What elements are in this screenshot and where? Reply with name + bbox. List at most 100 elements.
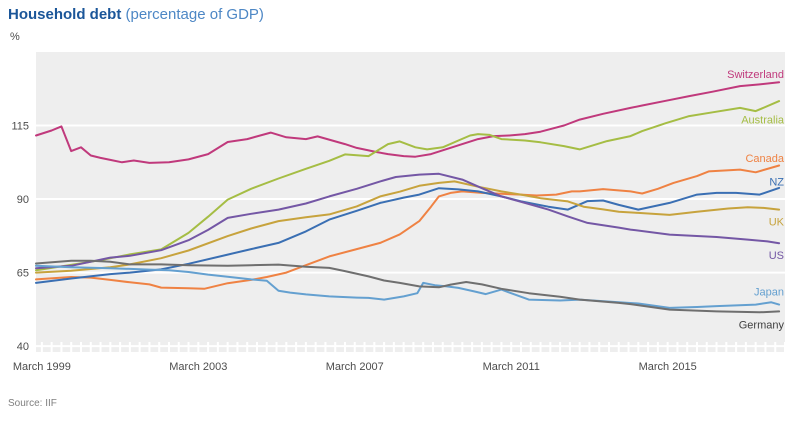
series-line-canada: [35, 164, 781, 290]
x-minor-tick: [686, 342, 689, 352]
x-minor-tick: [295, 342, 298, 352]
x-minor-tick: [197, 342, 200, 352]
x-minor-tick: [60, 342, 63, 352]
x-minor-tick: [334, 342, 337, 352]
x-minor-tick: [216, 342, 219, 352]
x-minor-tick: [99, 342, 102, 352]
x-minor-tick: [490, 342, 493, 352]
x-tick-label: March 2015: [639, 361, 697, 373]
x-minor-tick: [265, 342, 268, 352]
x-minor-tick: [676, 342, 679, 352]
x-minor-tick: [754, 342, 757, 352]
x-minor-tick: [461, 342, 464, 352]
x-minor-tick: [784, 342, 786, 352]
x-minor-tick: [480, 342, 483, 352]
x-minor-tick: [568, 342, 571, 352]
x-minor-tick: [695, 342, 698, 352]
x-minor-tick: [656, 342, 659, 352]
x-minor-tick: [353, 342, 356, 352]
series-label-canada: Canada: [745, 153, 784, 165]
x-minor-tick: [363, 342, 366, 352]
x-minor-tick: [598, 342, 601, 352]
series-line-us: [35, 172, 781, 270]
x-minor-tick: [617, 342, 620, 352]
x-minor-tick: [128, 342, 131, 352]
x-minor-tick: [40, 342, 43, 352]
series-line-germany: [35, 259, 781, 314]
x-minor-tick: [666, 342, 669, 352]
x-minor-tick: [148, 342, 151, 352]
x-minor-tick: [715, 342, 718, 352]
x-minor-tick: [451, 342, 454, 352]
series-label-nz: NZ: [769, 176, 784, 188]
series-label-japan: Japan: [754, 287, 784, 299]
x-minor-tick: [109, 342, 112, 352]
series-label-australia: Australia: [741, 115, 785, 127]
x-minor-tick: [226, 342, 229, 352]
x-minor-tick: [392, 342, 395, 352]
series-line-nz: [35, 186, 781, 284]
series-line-japan: [35, 264, 781, 309]
x-minor-tick: [304, 342, 307, 352]
y-tick-label: 115: [11, 121, 29, 133]
y-tick-label: 90: [17, 194, 29, 206]
chart-title-main: Household debt: [8, 6, 122, 23]
x-minor-tick: [578, 342, 581, 352]
x-minor-tick: [725, 342, 728, 352]
x-minor-tick: [647, 342, 650, 352]
series-line-australia: [35, 100, 781, 272]
x-minor-tick: [559, 342, 562, 352]
x-minor-tick: [607, 342, 610, 352]
x-minor-tick: [158, 342, 161, 352]
x-minor-tick: [89, 342, 92, 352]
x-minor-tick: [50, 342, 53, 352]
x-minor-tick: [314, 342, 317, 352]
x-minor-tick: [510, 342, 513, 352]
x-minor-tick: [744, 342, 747, 352]
x-minor-tick: [412, 342, 415, 352]
x-minor-tick: [167, 342, 170, 352]
x-minor-tick: [539, 342, 542, 352]
x-tick-label: March 2011: [483, 361, 540, 373]
x-minor-tick: [549, 342, 552, 352]
x-minor-tick: [138, 342, 141, 352]
x-minor-tick: [431, 342, 434, 352]
x-tick-label: March 1999: [13, 361, 71, 373]
x-minor-tick: [79, 342, 82, 352]
x-minor-tick: [246, 342, 249, 352]
x-minor-tick: [119, 342, 122, 352]
y-axis-unit-label: %: [10, 31, 20, 43]
y-tick-label: 40: [17, 341, 29, 353]
x-minor-tick: [70, 342, 73, 352]
page-title: Household debt (percentage of GDP): [8, 6, 264, 23]
x-minor-tick: [285, 342, 288, 352]
x-minor-tick: [343, 342, 346, 352]
y-tick-label: 65: [17, 268, 29, 280]
x-tick-label: March 2003: [169, 361, 227, 373]
x-minor-tick: [422, 342, 425, 352]
series-label-germany: Germany: [739, 320, 785, 332]
x-minor-tick: [627, 342, 630, 352]
x-minor-tick: [383, 342, 386, 352]
series-label-uk: UK: [769, 217, 785, 229]
series-label-switzerland: Switzerland: [727, 69, 784, 81]
x-minor-tick: [441, 342, 444, 352]
x-minor-tick: [500, 342, 503, 352]
x-minor-tick: [207, 342, 210, 352]
x-minor-tick: [774, 342, 777, 352]
x-tick-label: March 2007: [326, 361, 384, 373]
x-minor-tick: [187, 342, 190, 352]
chart-title-subtitle: (percentage of GDP): [125, 6, 264, 23]
x-minor-tick: [402, 342, 405, 352]
x-minor-tick: [529, 342, 532, 352]
x-minor-tick: [764, 342, 767, 352]
x-minor-tick: [255, 342, 258, 352]
series-label-us: US: [769, 250, 784, 262]
x-minor-tick: [177, 342, 180, 352]
x-minor-tick: [373, 342, 376, 352]
x-minor-tick: [236, 342, 239, 352]
x-minor-tick: [705, 342, 708, 352]
x-minor-tick: [471, 342, 474, 352]
source-note: Source: IIF: [8, 398, 57, 409]
